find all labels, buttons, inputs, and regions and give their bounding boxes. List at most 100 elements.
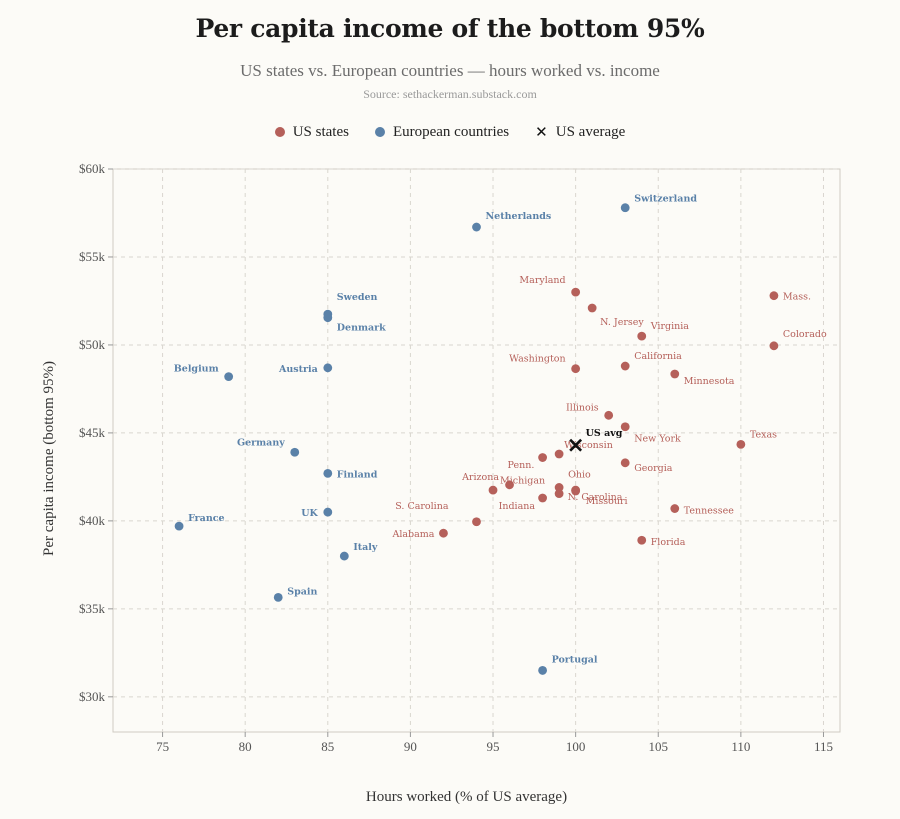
us-state-point-label: Tennessee	[684, 506, 734, 517]
us-state-point	[571, 485, 581, 495]
legend-item-europe[interactable]: European countries	[374, 123, 510, 141]
europe-country-point	[472, 222, 481, 232]
us-average-x-stroke	[569, 438, 583, 452]
us-state-point	[505, 480, 514, 490]
europe-country-point	[224, 372, 234, 382]
chart-legend: US states European countries ✕ US averag…	[0, 123, 900, 141]
us-state-point	[604, 410, 614, 420]
us-state-point-label: N. Carolina	[568, 492, 623, 503]
europe-country-point-label: Austria	[278, 364, 318, 375]
europe-country-point	[323, 468, 333, 478]
y-tick-label: $45k	[79, 425, 106, 440]
us-state-point	[587, 303, 597, 313]
legend-europe-label: European countries	[392, 123, 510, 140]
chart-source: Source: sethackerman.substack.com	[363, 87, 537, 101]
us-state-point	[488, 485, 498, 495]
europe-country-point-label: Switzerland	[634, 194, 697, 205]
europe-country-point-label: Netherlands	[486, 211, 552, 222]
us-state-point-label: Penn.	[508, 460, 535, 471]
y-tick-label: $55k	[79, 249, 106, 264]
europe-country-point-label: Belgium	[174, 364, 219, 375]
us-state-point-label: Maryland	[519, 275, 565, 286]
us-state-point	[554, 449, 564, 459]
europe-country-point-label: Germany	[237, 437, 285, 448]
us-state-point-label: Arizona	[461, 472, 499, 483]
x-tick-label: 100	[566, 739, 586, 754]
us-state-point-label: S. Carolina	[395, 501, 449, 512]
us-state-point	[736, 439, 746, 449]
us-state-point-label: Minnesota	[684, 376, 735, 387]
us-state-point-label: Colorado	[783, 329, 827, 340]
us-state-point	[670, 369, 680, 379]
us-state-point-label: Wisconsin	[564, 440, 613, 451]
us-state-point	[670, 504, 680, 513]
x-tick-label: 115	[814, 739, 833, 754]
legend-item-us-average[interactable]: ✕ US average	[535, 123, 625, 141]
europe-country-point	[290, 447, 300, 457]
legend-us-states-label: US states	[292, 123, 349, 140]
us-state-point-label: N. Jersey	[600, 317, 644, 328]
us-average-label: US avg	[586, 428, 623, 439]
us-state-point-label: New York	[634, 434, 681, 445]
europe-country-point-label: France	[188, 513, 224, 524]
y-tick-label: $50k	[79, 337, 106, 352]
us-state-point	[769, 341, 779, 351]
us-state-point-label: Georgia	[634, 463, 673, 474]
x-tick-label: 95	[487, 739, 500, 754]
chart-title: Per capita income of the bottom 95%	[195, 14, 705, 43]
europe-country-point	[174, 521, 184, 531]
legend-europe-dot-icon	[374, 127, 385, 137]
us-state-point-label: Indiana	[499, 501, 536, 512]
europe-country-point-label: Sweden	[337, 292, 378, 303]
us-state-point	[571, 364, 581, 374]
x-tick-label: 110	[731, 739, 750, 754]
us-state-point-label: California	[634, 351, 682, 362]
us-state-point-label: Mass.	[783, 292, 811, 303]
europe-country-point-label: UK	[301, 508, 318, 519]
y-axis-title: Per capita income (bottom 95%)	[41, 361, 57, 556]
x-tick-label: 75	[156, 739, 169, 754]
y-tick-label: $30k	[79, 689, 106, 704]
plot-frame	[112, 168, 841, 733]
us-state-point	[554, 489, 564, 499]
legend-us-average-x-icon: ✕	[535, 123, 548, 141]
us-state-point	[538, 493, 547, 503]
europe-country-point-label: Denmark	[337, 323, 386, 334]
legend-item-us-states[interactable]: US states	[274, 123, 349, 141]
europe-country-point	[620, 203, 630, 213]
us-state-point-label: Florida	[651, 537, 686, 548]
chart-subtitle: US states vs. European countries — hours…	[240, 61, 660, 80]
europe-country-point-label: Spain	[287, 586, 317, 597]
x-axis-title: Hours worked (% of US average)	[366, 789, 567, 805]
us-state-point	[439, 528, 448, 538]
y-tick-label: $40k	[79, 513, 106, 528]
us-state-point-label: Virginia	[650, 321, 690, 332]
europe-country-point-label: Finland	[337, 469, 378, 480]
europe-country-point-label: Portugal	[552, 654, 598, 665]
europe-country-point	[323, 313, 333, 323]
us-average-marker	[569, 438, 583, 452]
us-state-point-label: Michigan	[500, 476, 545, 487]
legend-us-average-label: US average	[555, 123, 626, 140]
us-state-point	[637, 535, 647, 545]
europe-country-point	[273, 593, 283, 602]
us-state-point	[538, 453, 547, 462]
us-state-point-label: Missouri	[586, 496, 628, 507]
x-tick-label: 105	[649, 739, 669, 754]
us-state-point	[554, 483, 564, 492]
us-state-point	[620, 458, 630, 468]
legend-us-states-dot-icon	[274, 127, 285, 137]
y-tick-label: $60k	[79, 161, 106, 176]
europe-country-point	[538, 666, 547, 675]
us-state-point-label: Texas	[750, 429, 777, 440]
us-state-point	[620, 361, 630, 371]
us-state-point-label: Ohio	[568, 469, 591, 480]
us-state-point	[769, 291, 779, 301]
europe-country-point	[323, 507, 333, 517]
europe-country-point	[339, 551, 349, 561]
x-tick-label: 85	[321, 739, 334, 754]
us-state-point-label: Alabama	[391, 529, 434, 540]
x-tick-label: 80	[239, 739, 252, 754]
